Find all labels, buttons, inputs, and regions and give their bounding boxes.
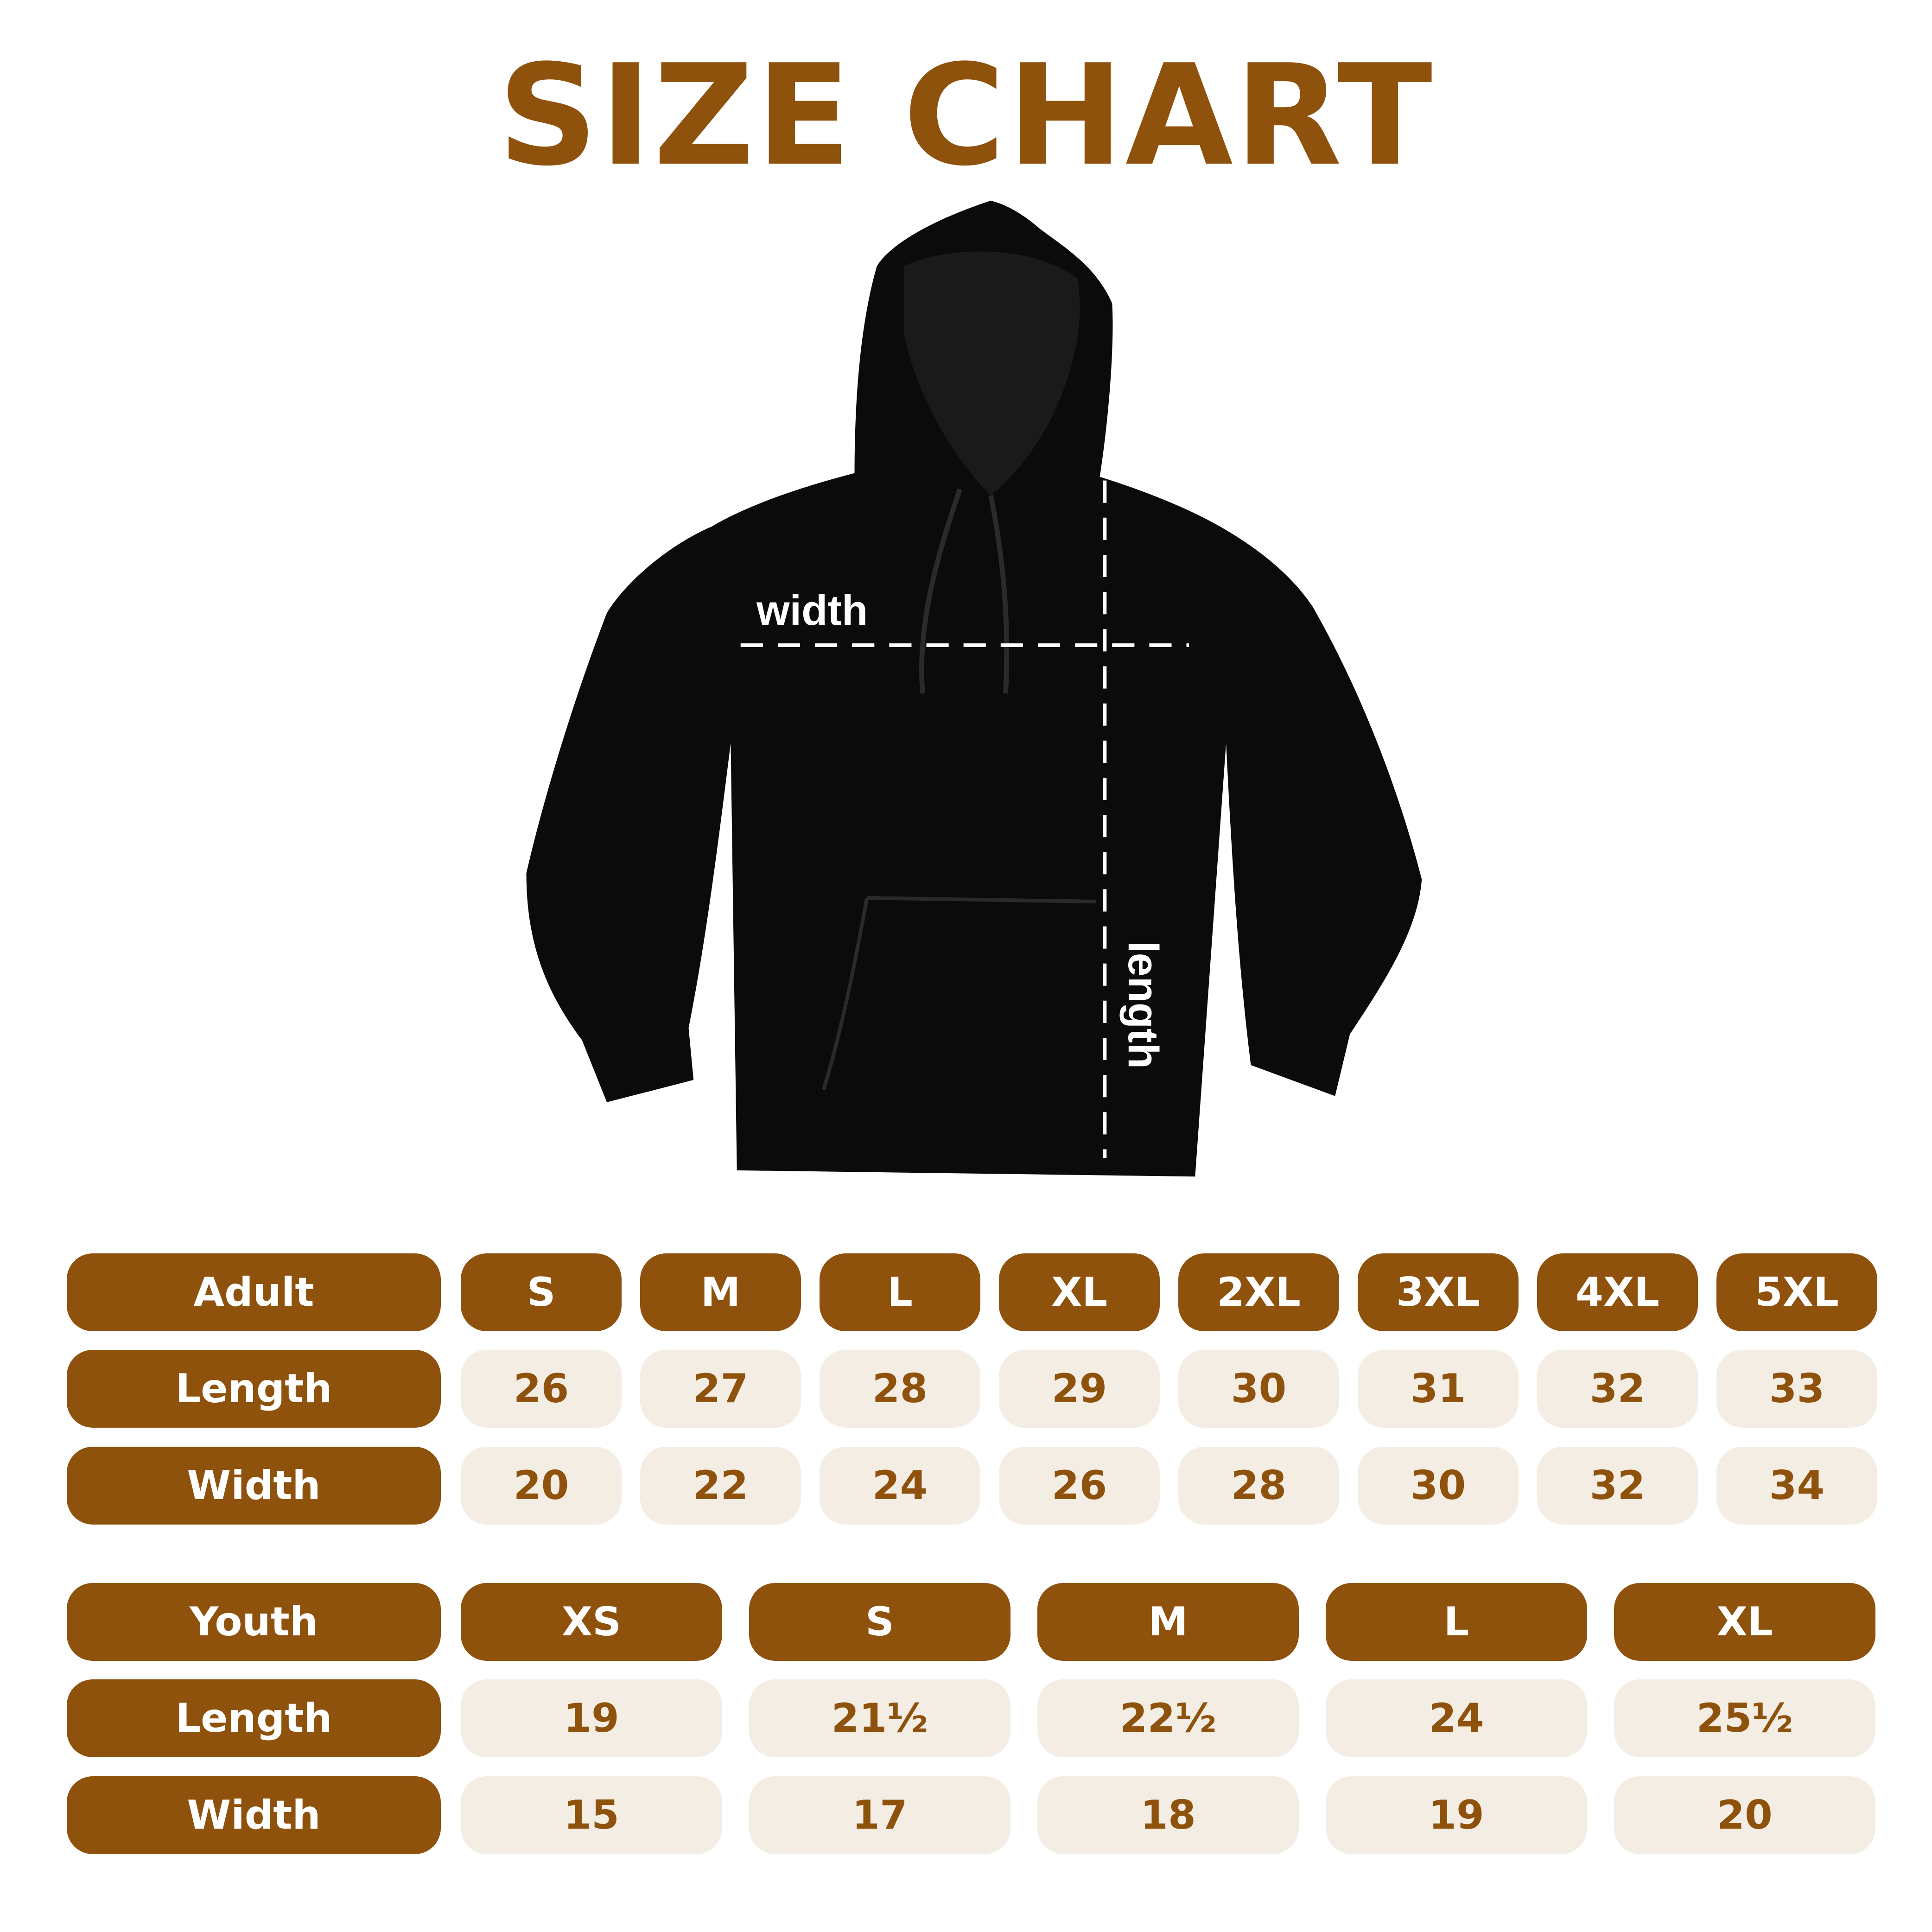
value-cell: 28 bbox=[1178, 1447, 1339, 1525]
row-label: Length bbox=[67, 1350, 441, 1428]
hood-opening bbox=[904, 251, 1080, 496]
size-header-cell: S bbox=[461, 1253, 622, 1331]
value-cell: 28 bbox=[820, 1350, 980, 1428]
row-label: Youth bbox=[67, 1583, 441, 1661]
size-header-cell: XS bbox=[461, 1583, 722, 1661]
value-cell: 27 bbox=[640, 1350, 801, 1428]
size-header-cell: XL bbox=[999, 1253, 1160, 1331]
value-cell: 20 bbox=[461, 1447, 622, 1525]
value-cell: 17 bbox=[749, 1776, 1010, 1854]
value-cell: 15 bbox=[461, 1776, 722, 1854]
value-cell: 26 bbox=[999, 1447, 1160, 1525]
hoodie-body bbox=[526, 200, 1422, 1177]
size-header-cell: S bbox=[749, 1583, 1010, 1661]
value-cell: 30 bbox=[1358, 1447, 1519, 1525]
pocket-line bbox=[821, 896, 1096, 1091]
size-header-cell: 3XL bbox=[1358, 1253, 1519, 1331]
value-cell: 29 bbox=[999, 1350, 1160, 1428]
row-label: Width bbox=[67, 1776, 441, 1854]
value-cell: 22 bbox=[640, 1447, 801, 1525]
value-cell: 33 bbox=[1716, 1350, 1877, 1428]
size-header-cell: M bbox=[640, 1253, 801, 1331]
value-cell: 21½ bbox=[749, 1679, 1010, 1757]
row-label: Adult bbox=[67, 1253, 441, 1331]
drawstrings bbox=[919, 488, 1010, 694]
value-cell: 30 bbox=[1178, 1350, 1339, 1428]
value-cell: 32 bbox=[1537, 1447, 1698, 1525]
value-cell: 18 bbox=[1037, 1776, 1299, 1854]
size-header-cell: 4XL bbox=[1537, 1253, 1698, 1331]
value-cell: 34 bbox=[1716, 1447, 1877, 1525]
value-cell: 26 bbox=[461, 1350, 622, 1428]
value-cell: 32 bbox=[1537, 1350, 1698, 1428]
value-cell: 22½ bbox=[1037, 1679, 1299, 1757]
value-cell: 19 bbox=[461, 1679, 722, 1757]
length-annotation: length bbox=[1119, 941, 1167, 1069]
value-cell: 24 bbox=[1326, 1679, 1587, 1757]
value-cell: 20 bbox=[1614, 1776, 1875, 1854]
size-header-cell: 2XL bbox=[1178, 1253, 1339, 1331]
value-cell: 31 bbox=[1358, 1350, 1519, 1428]
size-header-cell: L bbox=[1326, 1583, 1587, 1661]
row-label: Width bbox=[67, 1447, 441, 1525]
value-cell: 24 bbox=[820, 1447, 980, 1525]
size-header-cell: XL bbox=[1614, 1583, 1875, 1661]
value-cell: 25½ bbox=[1614, 1679, 1875, 1757]
value-cell: 19 bbox=[1326, 1776, 1587, 1854]
size-header-cell: L bbox=[820, 1253, 980, 1331]
size-header-cell: 5XL bbox=[1716, 1253, 1877, 1331]
width-annotation: width bbox=[756, 587, 868, 634]
size-header-cell: M bbox=[1037, 1583, 1299, 1661]
row-label: Length bbox=[67, 1679, 441, 1757]
page-title: SIZE CHART bbox=[497, 35, 1435, 197]
